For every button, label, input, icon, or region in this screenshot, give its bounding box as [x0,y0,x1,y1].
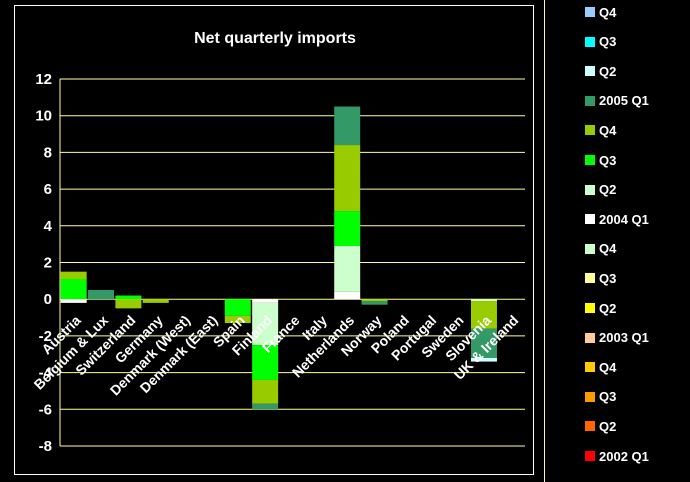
y-tick-label: -2 [39,328,52,345]
legend-label: Q4 [599,122,617,138]
legend-swatch [585,243,595,254]
bar-segment [470,357,497,362]
legend-label: Q2 [599,182,617,198]
legend-label: Q2 [599,63,617,79]
bar-segment [60,271,87,280]
legend-item: Q3 [585,151,616,169]
legend-item: 2002 Q1 [585,447,649,465]
legend-item: Q4 [585,240,616,258]
legend-label: Q2 [599,300,617,316]
y-tick-label: 0 [44,291,52,308]
y-tick-label: 10 [35,108,52,125]
bar-segment [252,345,279,380]
y-tick-label: -4 [39,365,53,382]
legend-item: 2005 Q1 [585,92,649,110]
legend-swatch [585,303,595,313]
y-tick-label: 2 [44,255,52,272]
bar-segment [60,299,87,303]
legend-label: Q2 [599,418,617,434]
bar-segment [334,245,361,292]
bar-segment [115,299,142,309]
y-tick-label: -8 [39,438,52,455]
chart-title: Net quarterly imports [194,30,356,47]
legend-label: Q4 [599,359,617,375]
legend-swatch [585,95,595,106]
legend-swatch [585,362,595,373]
legend-swatch [585,421,595,432]
legend-label: Q3 [599,152,617,168]
legend-swatch [585,66,595,77]
legend-item: Q3 [585,388,616,406]
legend-item: 2003 Q1 [585,329,649,347]
y-tick-label: 8 [44,144,52,161]
legend-label: Q3 [599,34,617,50]
legend-item: Q4 [585,3,616,21]
legend-item: Q2 [585,299,616,317]
legend-label: Q3 [599,389,617,405]
legend-swatch [585,332,595,343]
bar-segment [361,299,388,302]
legend-swatch [585,214,595,225]
bar-segment [334,145,361,212]
bar-segment [142,299,169,303]
plot-area-frame: Net quarterly imports -8 -6 -4 -2 0 2 4 6 8 10 12 A… [14,5,534,475]
legend-label: Q4 [599,241,617,257]
bar-segment [470,328,497,358]
legend-swatch [585,7,595,17]
legend-label: 2004 Q1 [599,211,649,227]
bar-segment [252,379,279,404]
legend-swatch [585,125,595,136]
legend-item: Q2 [585,62,616,80]
bar-segment [88,290,115,300]
legend-swatch [585,184,595,195]
bar-segment [361,301,388,305]
legend-swatch [585,155,595,165]
legend-item: Q4 [585,358,616,376]
bar-segment [252,299,279,303]
legend-item: 2004 Q1 [585,210,649,228]
bar-segment [224,315,251,324]
legend-item: Q3 [585,33,616,51]
bar-segment [334,106,361,146]
legend-label: Q4 [599,4,617,20]
legend-item: Q2 [585,417,616,435]
bar-segment [115,295,142,300]
legend-label: Q3 [599,270,617,286]
legend-item: Q3 [585,269,616,287]
legend: Q4 Q3 Q2 2005 Q1 Q4 Q3 Q2 2004 Q1 Q4 Q3 Q2 2003 Q1 Q… [544,0,690,482]
bar-segment [470,299,497,302]
bar-segment [334,211,361,246]
legend-label: 2002 Q1 [599,448,649,464]
legend-item: Q2 [585,181,616,199]
legend-swatch [585,391,595,402]
y-tick-label: 4 [44,218,53,235]
bar-segment [60,279,87,300]
y-tick-label: 12 [35,71,52,88]
legend-swatch [585,273,595,284]
legend-label: 2003 Q1 [599,330,649,346]
legend-swatch [585,36,595,47]
bar-segment [252,403,279,410]
y-tick-label: 6 [44,181,52,198]
legend-label: 2005 Q1 [599,93,649,109]
legend-swatch [585,451,595,461]
y-tick-label: -6 [39,401,52,418]
bar-segment [334,291,361,300]
bar-segment [470,301,497,329]
legend-item: Q4 [585,121,616,139]
bar-segment [224,299,251,316]
bar-segment [252,302,279,346]
